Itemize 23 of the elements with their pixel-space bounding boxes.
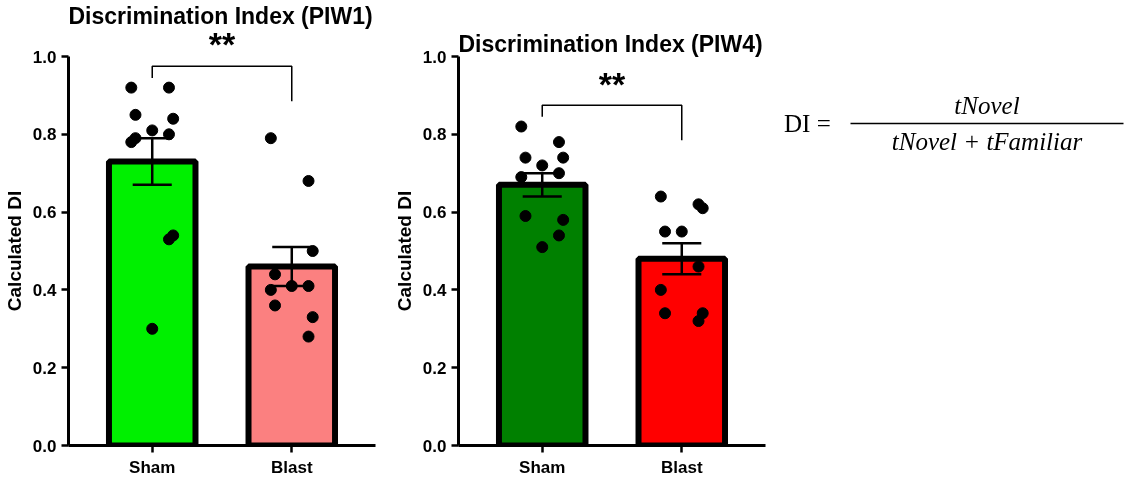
y-axis-title: Calculated DI — [3, 190, 25, 312]
chart-title: Discrimination Index (PIW4) — [458, 30, 763, 57]
y-tick-label: 0.6 — [32, 203, 57, 223]
text: tNovel — [954, 91, 1020, 119]
x-tick-label: Sham — [519, 457, 566, 477]
x-tick-label: Blast — [660, 457, 703, 477]
y-tick-label: 0.0 — [32, 436, 57, 456]
y-tick-label: 0.4 — [422, 280, 448, 300]
y-tick-label: 0.2 — [32, 358, 57, 378]
text: DI = — [784, 109, 831, 137]
annotation: ** — [598, 65, 626, 104]
y-tick-label: 0.0 — [422, 436, 447, 456]
text: tNovel + tFamiliar — [891, 128, 1083, 156]
y-axis-title: Calculated DI — [393, 190, 415, 312]
y-tick-label: 0.8 — [32, 125, 57, 145]
y-tick-label: 0.2 — [422, 358, 447, 378]
x-tick-label: Sham — [129, 457, 176, 477]
y-tick-label: 0.4 — [32, 280, 58, 300]
y-tick-label: 1.0 — [422, 47, 447, 67]
y-tick-label: 0.8 — [422, 125, 447, 145]
y-tick-label: 0.6 — [422, 203, 447, 223]
y-tick-label: 1.0 — [32, 47, 57, 67]
x-tick-label: Blast — [270, 457, 313, 477]
